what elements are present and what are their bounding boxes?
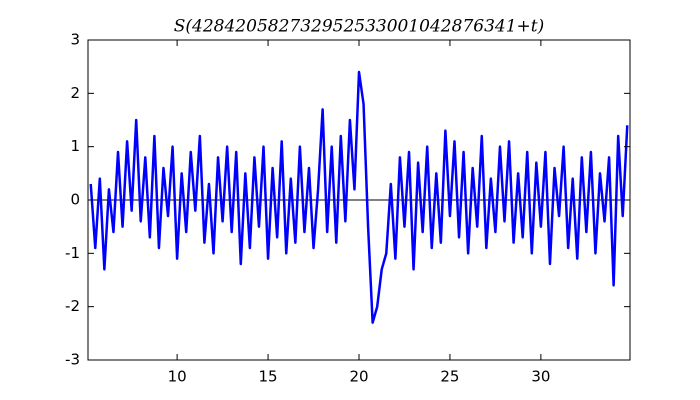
x-tick-label: 10 [168,368,187,386]
data-line [89,70,629,324]
y-tick-label: -3 [65,351,80,369]
y-tick-label: -1 [65,244,80,262]
x-tick-label: 15 [259,368,278,386]
y-tick-label: 0 [70,191,80,209]
y-tick-label: 2 [70,84,80,102]
x-tick-label: 25 [440,368,459,386]
y-tick-label: -2 [65,297,80,315]
chart-title: S(428420582732952533001042876341+t) [174,17,544,37]
x-tick-label: 30 [531,368,550,386]
y-tick-label: 1 [70,137,80,155]
y-tick-label: 3 [70,31,80,49]
x-tick-label: 20 [349,368,368,386]
